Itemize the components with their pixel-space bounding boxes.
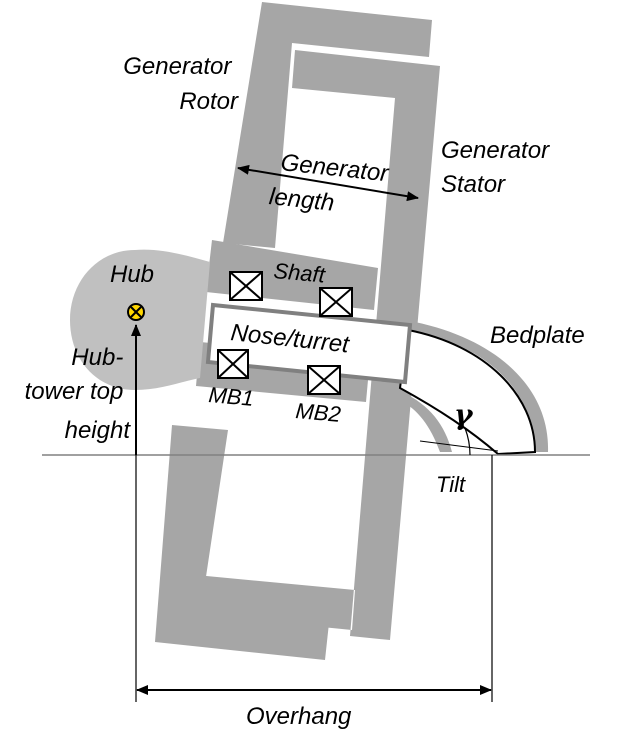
tilt-angle-arc [464,427,471,456]
tilt-label: Tilt [436,472,466,497]
gamma-label: γ [454,398,474,431]
bearing-upper-right [319,287,353,317]
bedplate [398,328,537,456]
generator-stator-label: Generator Stator [441,137,556,198]
generator-length-arrow [237,164,419,202]
bearing-mb1 [217,349,249,379]
bedplate-label: Bedplate [490,322,585,349]
tilt-angle-line [419,440,499,452]
hub-tower-top-height-label: Hub- tower top height [25,344,132,444]
nose-turret [205,302,413,385]
shaft-label: Shaft [273,258,327,287]
mb2-label: MB2 [295,398,342,427]
bedplate-lower-band [400,392,452,452]
generator-rotor [155,2,432,660]
hub-center-icon [127,303,145,321]
bearing-upper-left [229,271,263,301]
generator-stator [192,50,440,640]
bearing-mb2 [307,365,341,395]
hub-label: Hub [110,261,154,288]
generator-length-label: Generator length [268,148,397,222]
mb1-label: MB1 [208,382,255,411]
generator-rotor-label: Generator Rotor [123,53,239,115]
overhang-label: Overhang [246,703,352,730]
